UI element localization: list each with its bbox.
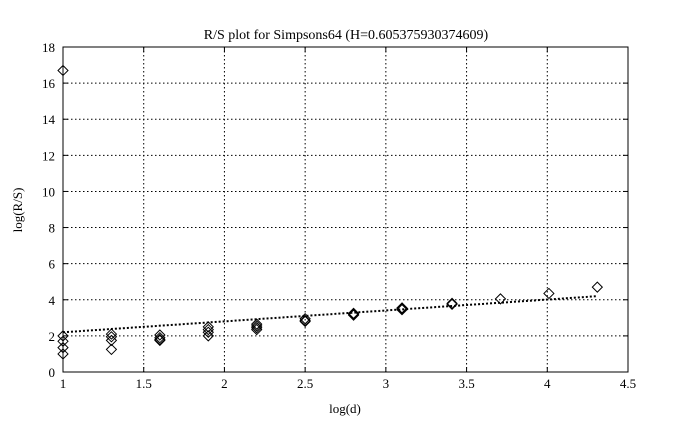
y-tick-label: 18 bbox=[42, 40, 55, 55]
data-point bbox=[396, 303, 408, 315]
data-point bbox=[202, 330, 214, 342]
data-points bbox=[57, 64, 604, 360]
data-point bbox=[251, 318, 263, 330]
data-point bbox=[251, 322, 263, 334]
y-tick-label: 12 bbox=[42, 148, 55, 163]
data-point bbox=[202, 323, 214, 336]
data-point bbox=[494, 293, 507, 305]
data-point bbox=[105, 334, 118, 347]
data-point bbox=[154, 329, 166, 341]
data-point bbox=[543, 287, 555, 300]
x-tick-label: 2 bbox=[221, 376, 228, 391]
data-point bbox=[154, 331, 166, 344]
data-point bbox=[396, 302, 408, 314]
data-point bbox=[202, 326, 214, 338]
data-point bbox=[299, 314, 311, 327]
x-tick-label: 3.5 bbox=[458, 376, 474, 391]
y-tick-label: 4 bbox=[49, 293, 56, 308]
x-tick-label: 3 bbox=[383, 376, 390, 391]
data-point bbox=[57, 348, 69, 360]
data-point bbox=[202, 321, 214, 333]
y-tick-label: 16 bbox=[42, 76, 56, 91]
y-tick-label: 10 bbox=[42, 184, 55, 199]
x-tick-label: 1.5 bbox=[136, 376, 152, 391]
data-point bbox=[446, 297, 458, 310]
x-tick-label: 2.5 bbox=[297, 376, 313, 391]
data-point bbox=[396, 304, 408, 316]
y-axis-label: log(R/S) bbox=[10, 188, 25, 233]
data-point bbox=[154, 334, 166, 347]
y-tick-label: 6 bbox=[49, 257, 56, 272]
data-point bbox=[591, 281, 604, 293]
y-axis: 0 2 4 6 8 10 12 14 16 18 bbox=[42, 40, 628, 380]
x-tick-label: 1 bbox=[60, 376, 67, 391]
x-axis: 1 1.5 2 2.5 3 3.5 4 4.5 bbox=[60, 47, 636, 391]
y-tick-label: 14 bbox=[42, 112, 56, 127]
x-tick-label: 4 bbox=[544, 376, 551, 391]
data-point bbox=[347, 308, 360, 320]
y-tick-label: 8 bbox=[49, 221, 56, 236]
fit-line-group bbox=[62, 295, 598, 334]
data-point bbox=[57, 64, 69, 77]
data-point bbox=[154, 333, 166, 346]
fit-line bbox=[62, 295, 598, 334]
data-point bbox=[57, 330, 69, 342]
data-point bbox=[105, 331, 118, 343]
y-tick-label: 0 bbox=[49, 365, 56, 380]
x-tick-label: 4.5 bbox=[620, 376, 636, 391]
data-point bbox=[347, 309, 360, 321]
x-axis-label: log(d) bbox=[329, 401, 361, 416]
data-point bbox=[251, 323, 263, 336]
data-point bbox=[105, 328, 118, 340]
data-point bbox=[57, 335, 69, 348]
data-point bbox=[299, 315, 311, 328]
data-point bbox=[57, 341, 69, 354]
chart-title: R/S plot for Simpsons64 (H=0.60537593037… bbox=[204, 28, 489, 43]
y-tick-label: 2 bbox=[49, 329, 56, 344]
plot-frame bbox=[62, 46, 629, 373]
data-point bbox=[251, 320, 263, 332]
data-point bbox=[105, 343, 118, 356]
data-point bbox=[446, 298, 458, 310]
data-point bbox=[347, 307, 360, 320]
data-point bbox=[299, 313, 311, 325]
